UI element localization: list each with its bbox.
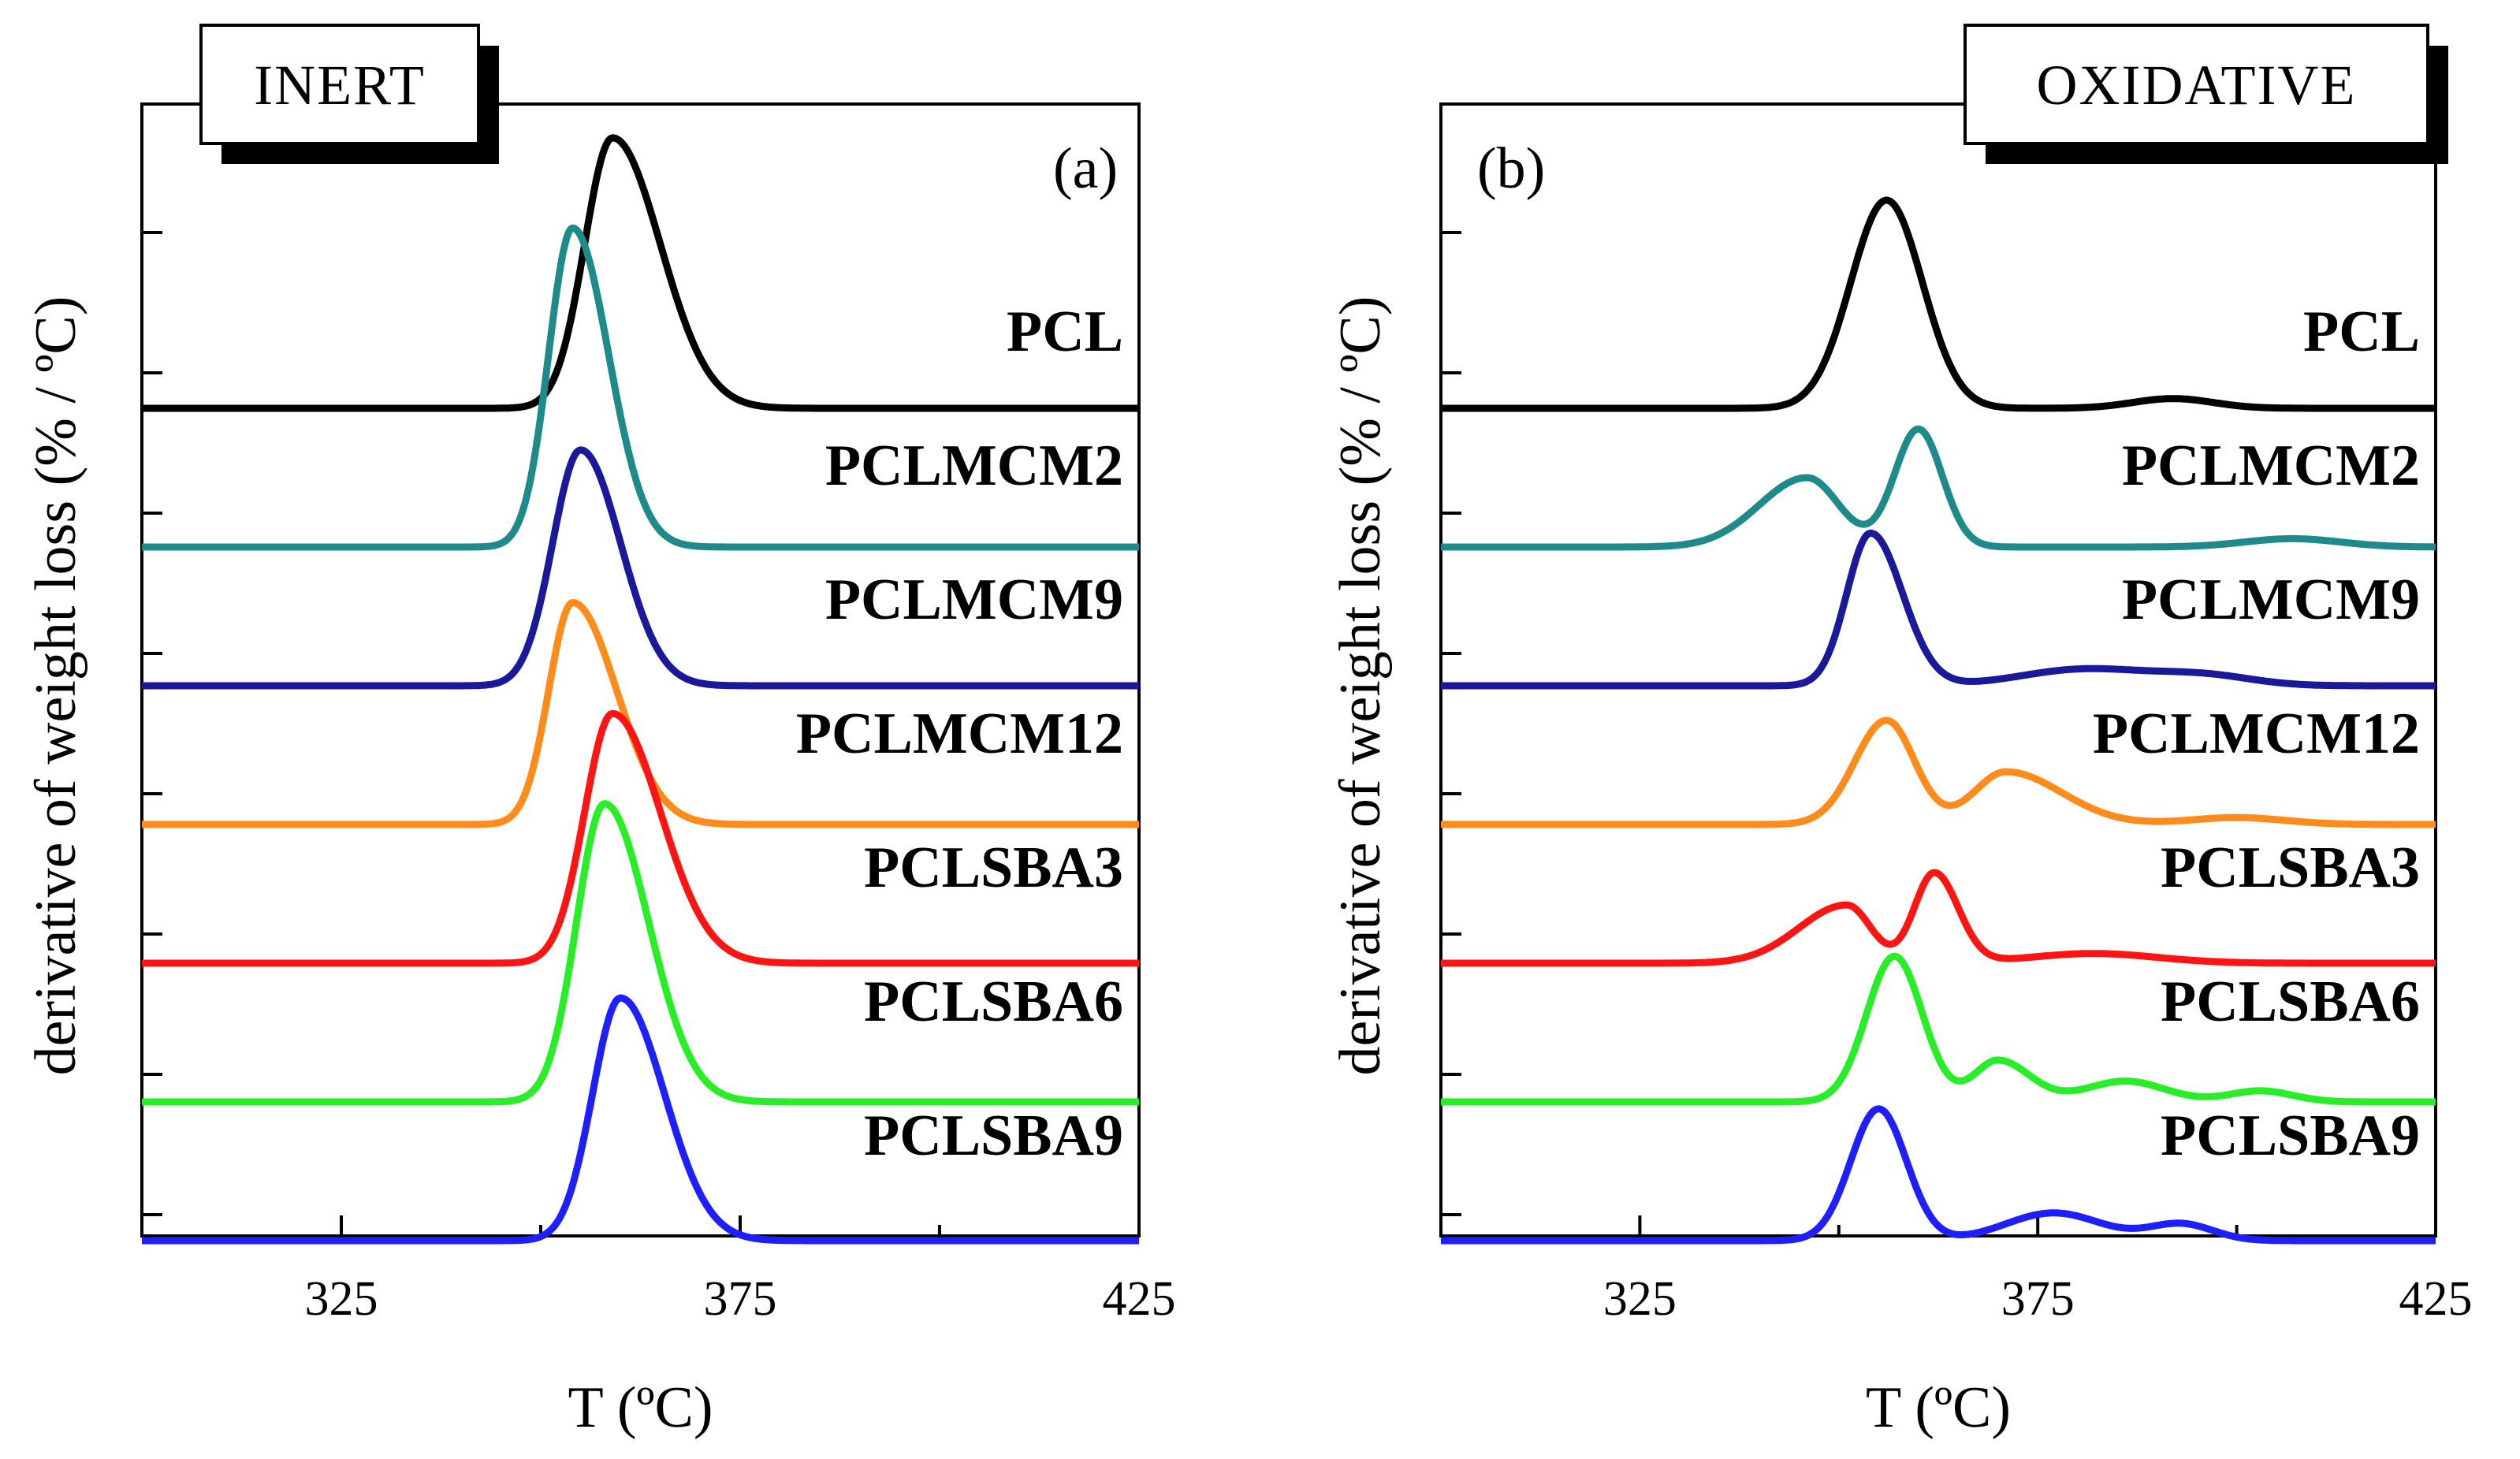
series-line-pclmcm2 — [140, 224, 1141, 551]
series-line-pclsba3 — [140, 709, 1141, 967]
series-line-pclmcm9 — [140, 446, 1141, 690]
x-tick-label: 325 — [1603, 1272, 1677, 1326]
series-line-pclsba9 — [1439, 1105, 2437, 1245]
box-label-oxidative: OXIDATIVE — [2037, 54, 2357, 117]
series-label-pclsba9: PCLSBA9 — [864, 1104, 1123, 1168]
box-label-frame — [199, 24, 480, 145]
x-tick-label: 425 — [1103, 1272, 1176, 1326]
panel-letter: (a) — [1053, 136, 1118, 201]
series-label-pclsba3: PCLSBA3 — [2161, 836, 2420, 900]
box-label-inert: INERT — [254, 54, 426, 117]
series-line-pclmcm2 — [1439, 425, 2437, 551]
series-label-pclsba9: PCLSBA9 — [2161, 1104, 2420, 1168]
panel-letter: (b) — [1477, 136, 1545, 201]
y-axis-title: derivative of weight loss (% / ºC) — [24, 296, 88, 1076]
x-axis-title: T (ºC) — [568, 1375, 713, 1440]
series-label-pclmcm2: PCLMCM2 — [825, 434, 1123, 498]
x-tick-label: 375 — [704, 1272, 777, 1326]
series-line-pcl — [1439, 196, 2437, 412]
series-line-pclmcm12 — [1439, 716, 2437, 828]
box-label-frame — [1964, 24, 2429, 145]
series-label-pcl: PCL — [2303, 300, 2420, 364]
series-label-pclmcm9: PCLMCM9 — [825, 568, 1123, 632]
series-label-pclsba6: PCLSBA6 — [2161, 970, 2420, 1034]
series-line-pclmcm9 — [1439, 529, 2437, 690]
panel-a: 325 375 425 T (ºC) derivative of weight loss… — [24, 24, 1176, 1440]
series-label-pclmcm12: PCLMCM12 — [2093, 702, 2420, 766]
series-label-pcl: PCL — [1007, 300, 1123, 364]
y-axis-title: derivative of weight loss (% / ºC) — [1328, 296, 1393, 1076]
series-line-pclsba9 — [140, 994, 1141, 1245]
panel-b: 325 375 425 T (ºC) derivative of weight loss… — [1328, 24, 2473, 1440]
series-label-pclsba3: PCLSBA3 — [864, 836, 1123, 900]
axes-frame — [1439, 102, 2437, 1238]
series-label-pclmcm9: PCLMCM9 — [2122, 568, 2420, 632]
series-label-pclsba6: PCLSBA6 — [864, 970, 1123, 1034]
x-tick-label: 425 — [2399, 1272, 2473, 1326]
x-tick-label: 375 — [2001, 1272, 2075, 1326]
series-line-pclsba6 — [1439, 952, 2437, 1106]
series-label-pclmcm2: PCLMCM2 — [2122, 434, 2420, 498]
x-axis-title: T (ºC) — [1866, 1375, 2011, 1440]
series-label-pclmcm12: PCLMCM12 — [796, 702, 1123, 766]
x-tick-label: 325 — [305, 1272, 378, 1326]
series-line-pclsba3 — [1439, 869, 2437, 967]
series-line-pcl — [140, 134, 1141, 412]
axes-frame — [140, 102, 1141, 1238]
series-line-pclsba6 — [140, 800, 1141, 1106]
